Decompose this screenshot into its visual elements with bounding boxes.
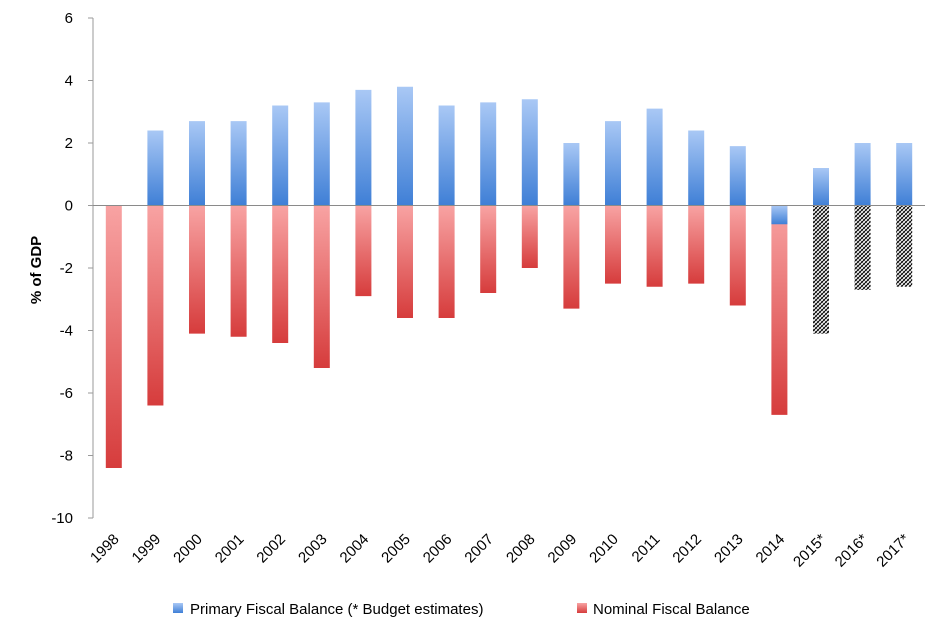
y-tick-label: 0 <box>65 198 73 215</box>
x-tick-label: 2002 <box>253 531 289 567</box>
y-tick-label: -8 <box>60 448 73 465</box>
bar-nominal-2001 <box>230 205 247 337</box>
bar-primary-1999 <box>147 130 164 206</box>
bar-nominal-2005 <box>397 205 413 318</box>
bar-primary-2001 <box>230 121 247 206</box>
x-tick-label: 2011 <box>629 531 664 566</box>
bar-primary-2013 <box>729 146 746 206</box>
y-tick-label: -10 <box>51 510 73 527</box>
x-tick-label: 2004 <box>337 531 373 567</box>
y-tick-label: 4 <box>65 73 73 90</box>
bar-primary-2007 <box>480 102 497 206</box>
x-tick-label: 2006 <box>420 531 456 567</box>
x-tick-label: 2007 <box>461 531 497 567</box>
y-axis: -10 -8 -6 -4 -2 0 2 4 6 <box>51 10 94 527</box>
bar-nominal-2014 <box>771 205 788 415</box>
bar-primary-2006 <box>438 105 455 206</box>
x-tick-label: 2014 <box>753 531 789 567</box>
bar-primary-2017 <box>896 143 913 206</box>
y-tick-label: 2 <box>65 135 73 152</box>
bar-nominal-1999 <box>147 205 164 406</box>
bar-nominal-2013 <box>729 205 746 306</box>
bar-primary-2016 <box>854 143 871 206</box>
bar-nominal-2010 <box>605 205 621 284</box>
bar-primary-2004 <box>355 89 372 206</box>
bar-primary-2002 <box>272 105 289 206</box>
bar-primary-2014 <box>771 205 788 225</box>
x-tick-label: 2017* <box>873 531 913 571</box>
bar-nominal-2015 <box>813 205 829 334</box>
bar-nominal-2000 <box>189 205 205 334</box>
bar-primary-2012 <box>688 130 705 206</box>
x-axis-labels: 1998 1999 2000 2001 2002 2003 2004 2005 2006 2007… <box>87 531 913 571</box>
x-tick-label: 1999 <box>129 531 165 567</box>
bar-nominal-2008 <box>521 205 538 268</box>
bar-nominal-2006 <box>438 205 455 318</box>
bar-nominal-2004 <box>355 205 372 297</box>
legend-swatch-nominal <box>577 603 587 613</box>
bar-primary-2003 <box>313 102 330 206</box>
y-tick-label: -6 <box>60 385 73 402</box>
bar-nominal-2009 <box>563 205 580 309</box>
x-tick-label: 2010 <box>586 531 622 567</box>
bar-nominal-1998 <box>105 205 122 468</box>
legend-label-nominal: Nominal Fiscal Balance <box>593 601 750 618</box>
legend-label-primary: Primary Fiscal Balance (* Budget estimat… <box>190 601 483 618</box>
x-tick-label: 2009 <box>545 531 581 567</box>
y-tick-label: 6 <box>65 10 73 27</box>
legend-swatch-primary <box>173 603 183 613</box>
bar-nominal-2007 <box>480 205 497 293</box>
x-tick-label: 2001 <box>212 531 248 567</box>
bar-primary-2015 <box>813 168 829 206</box>
bar-primary-2009 <box>563 143 580 206</box>
x-tick-label: 2005 <box>378 531 414 567</box>
y-tick-label: -2 <box>60 260 73 277</box>
x-tick-label: 2008 <box>503 531 539 567</box>
x-tick-label: 2015* <box>790 531 830 571</box>
x-tick-label: 2000 <box>170 531 206 567</box>
bar-primary-2011 <box>646 108 663 206</box>
bars <box>105 86 913 468</box>
x-tick-label: 2003 <box>295 531 331 567</box>
bar-nominal-2016 <box>854 205 871 290</box>
bar-nominal-2002 <box>272 205 289 343</box>
bar-nominal-2012 <box>688 205 705 284</box>
bar-primary-2008 <box>521 99 538 206</box>
bar-nominal-2017 <box>896 205 913 287</box>
legend: Primary Fiscal Balance (* Budget estimat… <box>173 601 750 618</box>
bar-primary-2005 <box>397 86 413 206</box>
x-tick-label: 1998 <box>87 531 123 567</box>
x-tick-label: 2012 <box>669 531 705 567</box>
bar-primary-2000 <box>189 121 205 206</box>
x-tick-label: 2016* <box>832 531 872 571</box>
y-tick-label: -4 <box>60 323 73 340</box>
bar-nominal-2011 <box>646 205 663 287</box>
x-tick-label: 2013 <box>711 531 747 567</box>
y-axis-title: % of GDP <box>28 236 45 304</box>
bar-nominal-2003 <box>313 205 330 368</box>
bar-primary-2010 <box>605 121 621 206</box>
